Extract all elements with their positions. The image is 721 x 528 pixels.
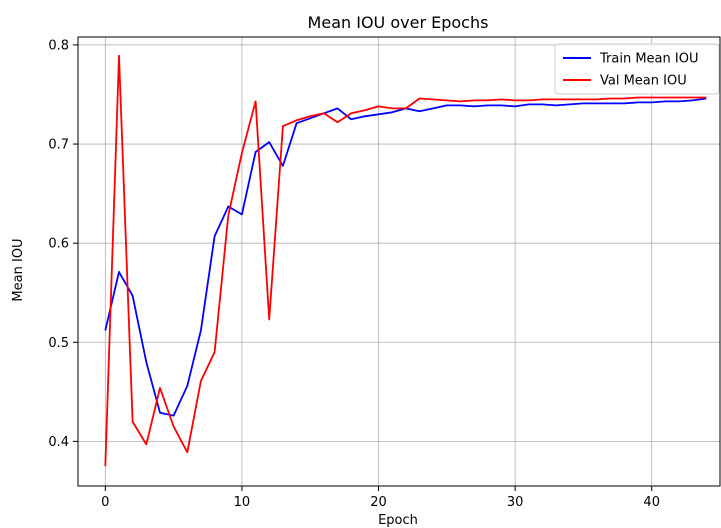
x-tick-label: 10 xyxy=(234,495,251,510)
legend-label: Val Mean IOU xyxy=(600,74,687,89)
series-line-0 xyxy=(104,97,707,417)
legend: Train Mean IOU Val Mean IOU xyxy=(554,43,720,95)
x-tick-label: 20 xyxy=(370,495,387,510)
x-tick-label: 40 xyxy=(643,495,660,510)
plot-frame xyxy=(77,36,721,487)
legend-label: Train Mean IOU xyxy=(599,52,698,67)
legend-box xyxy=(554,43,720,95)
y-tick-label: 0.7 xyxy=(48,138,69,153)
series-line-1 xyxy=(104,54,707,467)
y-tick-label: 0.5 xyxy=(48,336,69,351)
chart-title: Mean IOU over Epochs xyxy=(308,13,489,32)
grid xyxy=(78,37,720,486)
plot-lines xyxy=(104,54,707,467)
y-tick-label: 0.4 xyxy=(48,435,69,450)
y-axis-label: Mean IOU xyxy=(11,238,26,301)
x-tick-label: 0 xyxy=(101,495,109,510)
axis-ticks: 0 10 20 30 40 0.4 0.5 0.6 0.7 0.8 xyxy=(48,38,660,510)
y-tick-label: 0.6 xyxy=(48,237,69,252)
x-tick-label: 30 xyxy=(507,495,524,510)
y-tick-label: 0.8 xyxy=(48,38,69,53)
x-axis-label: Epoch xyxy=(378,513,418,528)
